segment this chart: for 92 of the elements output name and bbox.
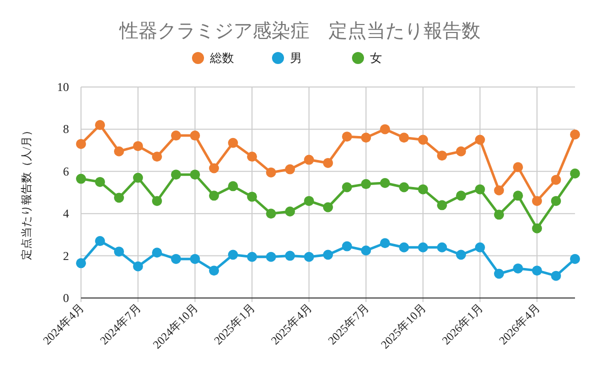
point bbox=[228, 181, 238, 192]
point bbox=[380, 178, 390, 188]
y-tick-label: 2 bbox=[63, 248, 69, 263]
point bbox=[247, 152, 257, 162]
point bbox=[532, 266, 542, 276]
point bbox=[228, 138, 238, 148]
point bbox=[228, 250, 238, 260]
point bbox=[494, 185, 504, 196]
point bbox=[418, 242, 428, 252]
y-tick-label: 0 bbox=[63, 291, 69, 305]
point bbox=[133, 261, 143, 272]
point bbox=[342, 182, 352, 192]
point bbox=[209, 163, 219, 174]
point bbox=[532, 223, 542, 234]
point bbox=[551, 174, 561, 185]
y-tick-label: 4 bbox=[63, 206, 69, 221]
point bbox=[399, 132, 409, 143]
point bbox=[399, 242, 409, 252]
point bbox=[456, 250, 466, 260]
point bbox=[418, 184, 428, 194]
point bbox=[114, 192, 124, 203]
point bbox=[570, 129, 580, 140]
point bbox=[342, 241, 352, 252]
point bbox=[323, 250, 333, 260]
point bbox=[570, 254, 580, 264]
point bbox=[323, 202, 333, 212]
point bbox=[418, 134, 428, 145]
point bbox=[152, 248, 162, 258]
point bbox=[95, 120, 105, 130]
y-tick-label: 6 bbox=[63, 164, 69, 178]
point bbox=[361, 132, 371, 143]
point bbox=[247, 192, 257, 202]
point bbox=[171, 170, 181, 180]
point bbox=[95, 236, 105, 246]
point bbox=[551, 270, 561, 281]
point bbox=[285, 164, 295, 174]
chart-title: 性器クラミジア感染症 定点当たり報告数 bbox=[118, 20, 480, 42]
point bbox=[76, 138, 86, 149]
point bbox=[456, 190, 466, 201]
point bbox=[494, 268, 504, 279]
legend-label: 総数 bbox=[209, 51, 234, 65]
point bbox=[114, 146, 124, 156]
point bbox=[266, 167, 276, 178]
point bbox=[171, 254, 181, 264]
point bbox=[190, 130, 200, 141]
point bbox=[437, 200, 447, 210]
point bbox=[133, 141, 143, 152]
point bbox=[304, 154, 314, 165]
point bbox=[266, 252, 276, 262]
point bbox=[266, 208, 276, 219]
y-axis-title: 定点当たり報告数（人/月） bbox=[20, 124, 33, 260]
point bbox=[304, 196, 314, 206]
point bbox=[209, 266, 219, 276]
point bbox=[532, 196, 542, 206]
point bbox=[285, 250, 295, 261]
point bbox=[399, 182, 409, 192]
point bbox=[475, 242, 485, 252]
point bbox=[171, 130, 181, 141]
point bbox=[95, 176, 105, 187]
point bbox=[190, 170, 200, 180]
point bbox=[380, 124, 390, 134]
point bbox=[570, 168, 580, 179]
point bbox=[247, 252, 257, 262]
point bbox=[494, 210, 504, 220]
point bbox=[152, 152, 162, 162]
point bbox=[437, 242, 447, 252]
point bbox=[323, 158, 333, 168]
point bbox=[114, 246, 124, 257]
point bbox=[285, 206, 295, 216]
point bbox=[437, 150, 447, 161]
point bbox=[152, 196, 162, 206]
point bbox=[551, 196, 561, 206]
point bbox=[475, 184, 485, 194]
point bbox=[380, 238, 390, 248]
y-tick-label: 10 bbox=[57, 80, 69, 94]
point bbox=[513, 263, 523, 274]
legend-label: 女 bbox=[370, 51, 382, 65]
y-tick-label: 8 bbox=[63, 122, 69, 136]
point bbox=[513, 190, 523, 201]
point bbox=[342, 132, 352, 142]
point bbox=[475, 134, 485, 145]
point bbox=[76, 174, 86, 184]
point bbox=[76, 258, 86, 268]
point bbox=[190, 254, 200, 264]
point bbox=[513, 162, 523, 172]
point bbox=[456, 146, 466, 156]
point bbox=[304, 252, 314, 262]
point bbox=[361, 246, 371, 256]
point bbox=[133, 172, 143, 183]
point bbox=[209, 190, 219, 201]
legend-label: 男 bbox=[290, 51, 302, 65]
point bbox=[361, 179, 371, 190]
